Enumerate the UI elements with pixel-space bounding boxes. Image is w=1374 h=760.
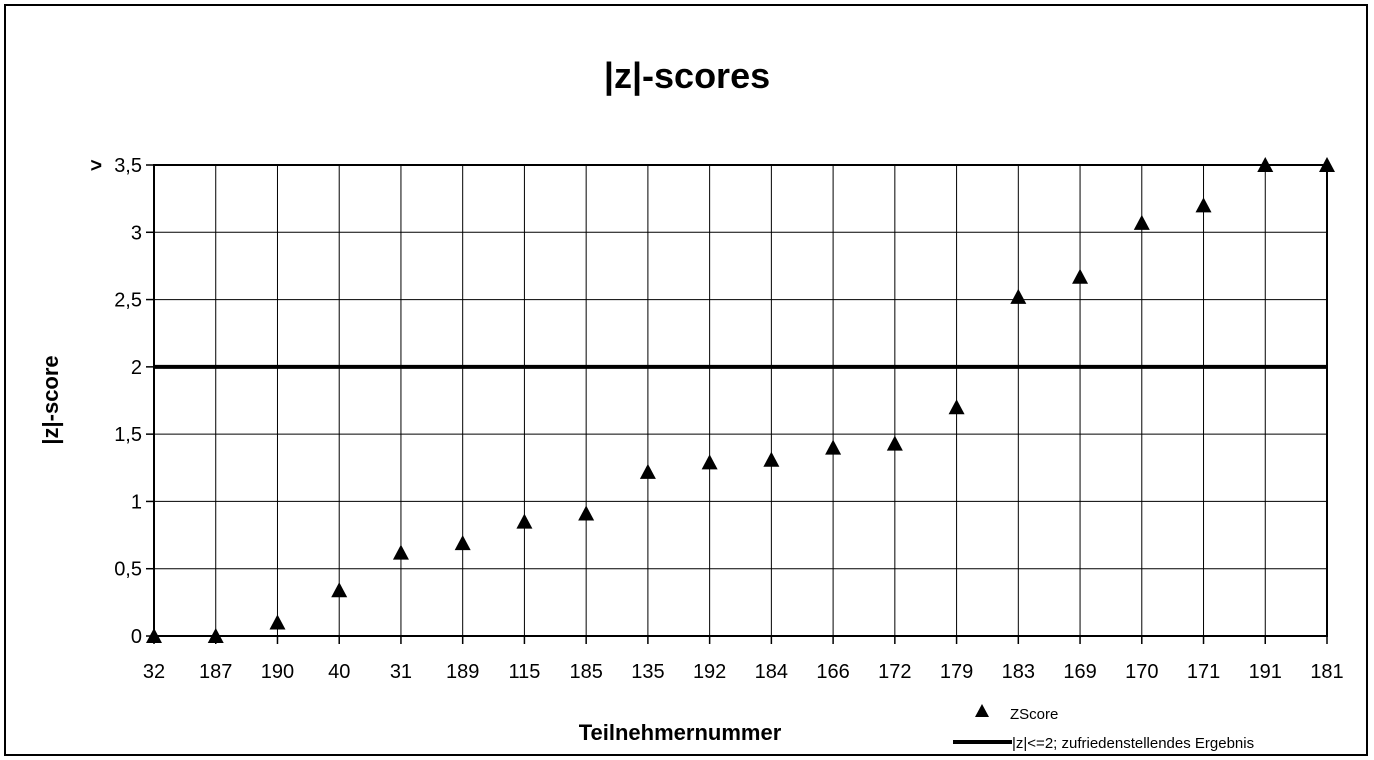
x-tick-label: 115 [508, 661, 540, 683]
x-tick-label: 135 [631, 661, 664, 683]
y-tick-label: 2,5 [114, 290, 142, 312]
data-point-zscore [1133, 214, 1150, 230]
y-tick-label: 0,5 [114, 559, 142, 581]
chart-title: |z|-scores [604, 55, 770, 97]
y-axis-title: |z|-score [38, 355, 63, 444]
data-point-zscore [516, 513, 533, 529]
y-tick-label: 1,5 [114, 424, 142, 446]
x-tick-label: 184 [755, 661, 788, 683]
x-tick-label: 31 [390, 661, 412, 683]
data-point-zscore [207, 628, 224, 643]
data-point-zscore [1072, 268, 1089, 284]
data-point-zscore [639, 463, 656, 479]
legend-label-zscore: ZScore [1010, 706, 1058, 723]
y-tick-label: 2 [131, 357, 142, 379]
data-point-zscore [948, 399, 965, 415]
x-tick-label: 169 [1063, 661, 1096, 683]
data-point-zscore [1010, 288, 1027, 304]
data-point-zscore [392, 544, 409, 560]
x-tick-label: 179 [940, 661, 973, 683]
grid [154, 165, 1327, 636]
data-point-zscore [1257, 157, 1274, 172]
x-tick-label: 172 [878, 661, 911, 683]
data-points [146, 157, 1335, 643]
x-tick-label: 187 [199, 661, 232, 683]
x-tick-label: 190 [261, 661, 294, 683]
x-tick-label: 192 [693, 661, 726, 683]
data-point-zscore [269, 614, 286, 630]
data-point-zscore [701, 454, 718, 470]
chart-frame [4, 4, 1368, 756]
y-tick-prefix: > [90, 155, 102, 177]
plot-area [153, 164, 1328, 637]
x-tick-label: 170 [1125, 661, 1158, 683]
y-tick-label: 3,5 [114, 155, 142, 177]
x-axis: 32 187 190 40 31 189 115 185 135 192 184 166 172 179 1… [143, 636, 1344, 683]
x-tick-label: 181 [1310, 661, 1343, 683]
y-axis: 0 0,5 1 1,5 2 2,5 3 3,5 > [90, 155, 154, 648]
x-tick-label: 40 [328, 661, 350, 683]
data-point-zscore [886, 435, 903, 451]
x-tick-label: 185 [569, 661, 602, 683]
data-point-zscore [146, 628, 162, 643]
x-axis-title: Teilnehmernummer [579, 720, 782, 745]
data-point-zscore [825, 439, 842, 455]
data-point-zscore [763, 451, 780, 467]
x-tick-label: 189 [446, 661, 479, 683]
data-point-zscore [1195, 197, 1212, 213]
data-point-zscore [578, 505, 595, 521]
data-point-zscore [331, 582, 348, 598]
y-tick-label: 1 [131, 491, 142, 513]
x-tick-label: 171 [1187, 661, 1220, 683]
y-tick-label: 3 [131, 222, 142, 244]
x-tick-label: 183 [1002, 661, 1035, 683]
x-tick-label: 166 [816, 661, 849, 683]
legend-label-reference: |z|<=2; zufriedenstellendes Ergebnis [1012, 735, 1254, 752]
x-tick-label: 32 [143, 661, 165, 683]
data-point-zscore [1319, 157, 1335, 172]
data-point-zscore [454, 535, 471, 551]
legend-marker-zscore [975, 704, 989, 717]
y-tick-label: 0 [131, 626, 142, 648]
x-tick-label: 191 [1249, 661, 1282, 683]
legend: ZScore |z|<=2; zufriedenstellendes Ergeb… [953, 704, 1254, 752]
